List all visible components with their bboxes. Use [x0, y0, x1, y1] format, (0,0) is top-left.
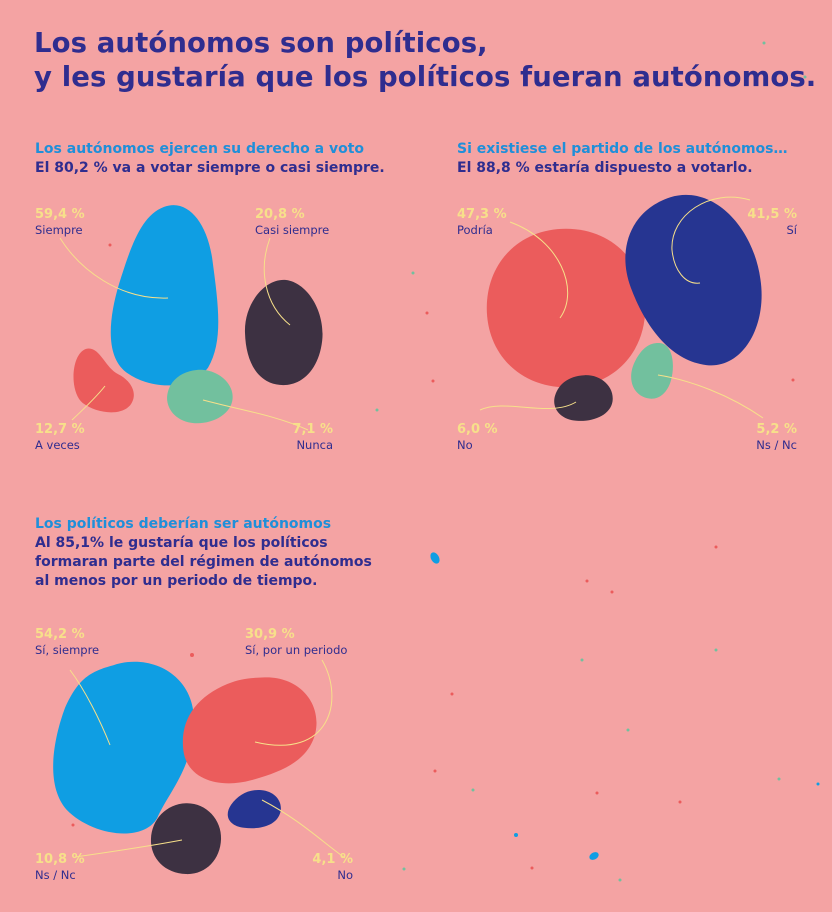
value-label-si-siempre: 54,2 % — [35, 627, 85, 642]
section-politicians-subheading-line-1: Al 85,1% le gustaría que los políticos — [35, 535, 328, 551]
value-label-no: 6,0 % — [457, 422, 498, 437]
section-voting-header: Los autónomos ejercen su derecho a voto … — [35, 140, 385, 178]
section-politicians-subheading-line-2: formaran parte del régimen de autónomos — [35, 554, 372, 570]
page-title-line-2: y les gustaría que los políticos fueran … — [34, 61, 817, 93]
blob-nunca — [167, 369, 233, 424]
section-party-subheading: El 88,8 % estaría dispuesto a votarlo. — [457, 160, 753, 176]
connector-no — [261, 799, 346, 859]
blob-a-veces — [73, 348, 134, 413]
connector-nunca — [202, 399, 309, 431]
connector-siempre — [59, 237, 169, 299]
section-party-header: Si existiese el partido de los autónomos… — [457, 140, 788, 178]
category-label-si-por-un-periodo: Sí, por un periodo — [245, 643, 347, 657]
value-label-siempre: 59,4 % — [35, 207, 85, 222]
connector-si-por-un-periodo — [254, 659, 333, 746]
confetti-dot — [803, 75, 807, 79]
chart-party: 47,3 %Podría 41,5 %Sí 6,0 %No 5,2 %Ns / Nc — [457, 194, 798, 452]
confetti-dot — [430, 552, 440, 564]
connector-ns-nc — [74, 839, 183, 858]
blob-podria — [486, 228, 646, 388]
section-voting-subheading: El 80,2 % va a votar siempre o casi siem… — [35, 160, 385, 176]
confetti-dot — [425, 311, 429, 315]
value-label-si-por-un-periodo: 30,9 % — [245, 627, 295, 642]
connector-si — [671, 196, 751, 284]
connector-si-siempre — [69, 669, 111, 746]
confetti-dot — [450, 692, 454, 696]
confetti-dot — [610, 590, 614, 594]
confetti-dot — [714, 545, 718, 549]
page-title-line-1: Los autónomos son políticos, — [34, 27, 488, 59]
confetti-dot — [375, 408, 379, 412]
decorative-confetti — [71, 41, 820, 882]
section-politicians-heading: Los políticos deberían ser autónomos — [35, 516, 332, 532]
section-party-heading: Si existiese el partido de los autónomos… — [457, 141, 788, 157]
category-label-no: No — [457, 438, 473, 452]
confetti-dot — [530, 866, 534, 870]
confetti-dot — [411, 271, 415, 275]
chart-voting: 59,4 %Siempre 20,8 %Casi siempre 12,7 %A v… — [35, 205, 333, 452]
category-label-ns-nc: Ns / Nc — [35, 868, 76, 882]
confetti-dot — [471, 788, 475, 792]
value-label-ns-nc: 10,8 % — [35, 852, 85, 867]
value-label-nunca: 7,1 % — [292, 422, 333, 437]
blob-si-siempre — [53, 661, 195, 834]
confetti-dot — [595, 791, 599, 795]
confetti-dot — [626, 728, 630, 732]
blob-casi-siempre — [244, 279, 323, 386]
confetti-dot — [762, 41, 766, 45]
connector-a-veces — [71, 385, 106, 421]
confetti-dot — [431, 379, 435, 383]
confetti-dot — [589, 852, 599, 860]
category-label-si: Sí — [787, 223, 798, 237]
chart-politicians: 54,2 %Sí, siempre 30,9 %Sí, por un period… — [35, 627, 353, 882]
section-voting-heading: Los autónomos ejercen su derecho a voto — [35, 141, 365, 157]
category-label-no: No — [337, 868, 353, 882]
blob-ns-nc — [150, 803, 222, 875]
category-label-siempre: Siempre — [35, 223, 83, 237]
confetti-dot — [618, 878, 622, 882]
confetti-dot — [714, 648, 718, 652]
category-label-casi-siempre: Casi siempre — [255, 223, 329, 237]
blob-no — [227, 789, 281, 829]
category-label-ns-nc: Ns / Nc — [756, 438, 797, 452]
connector-casi-siempre — [263, 237, 291, 326]
confetti-dot — [514, 833, 518, 837]
connector-ns-nc — [657, 374, 764, 419]
confetti-dot — [678, 800, 682, 804]
confetti-dot — [580, 658, 584, 662]
confetti-dot — [71, 823, 75, 827]
confetti-dot — [433, 769, 437, 773]
value-label-ns-nc: 5,2 % — [756, 422, 797, 437]
confetti-dot — [777, 777, 781, 781]
blob-no — [554, 375, 613, 421]
blob-siempre — [110, 205, 219, 386]
value-label-podria: 47,3 % — [457, 207, 507, 222]
section-politicians-header: Los políticos deberían ser autónomos Al … — [35, 515, 372, 591]
category-label-nunca: Nunca — [296, 438, 333, 452]
category-label-si-siempre: Sí, siempre — [35, 643, 99, 657]
value-label-si: 41,5 % — [747, 207, 797, 222]
confetti-dot — [816, 782, 820, 786]
page-title: Los autónomos son políticos, y les gusta… — [34, 26, 816, 94]
category-label-podria: Podría — [457, 223, 493, 237]
category-label-a-veces: A veces — [35, 438, 80, 452]
confetti-dot — [108, 243, 112, 247]
confetti-dot — [402, 867, 406, 871]
connector-no — [479, 401, 577, 411]
value-label-casi-siempre: 20,8 % — [255, 207, 305, 222]
blob-si-por-un-periodo — [182, 677, 317, 784]
value-label-a-veces: 12,7 % — [35, 422, 85, 437]
blob-si — [625, 194, 762, 366]
value-label-no: 4,1 % — [312, 852, 353, 867]
confetti-dot — [190, 653, 194, 657]
connector-podria — [509, 221, 569, 319]
confetti-dot — [585, 579, 589, 583]
blob-ns-nc — [631, 343, 673, 399]
section-politicians-subheading-line-3: al menos por un periodo de tiempo. — [35, 573, 318, 589]
confetti-dot — [791, 378, 795, 382]
